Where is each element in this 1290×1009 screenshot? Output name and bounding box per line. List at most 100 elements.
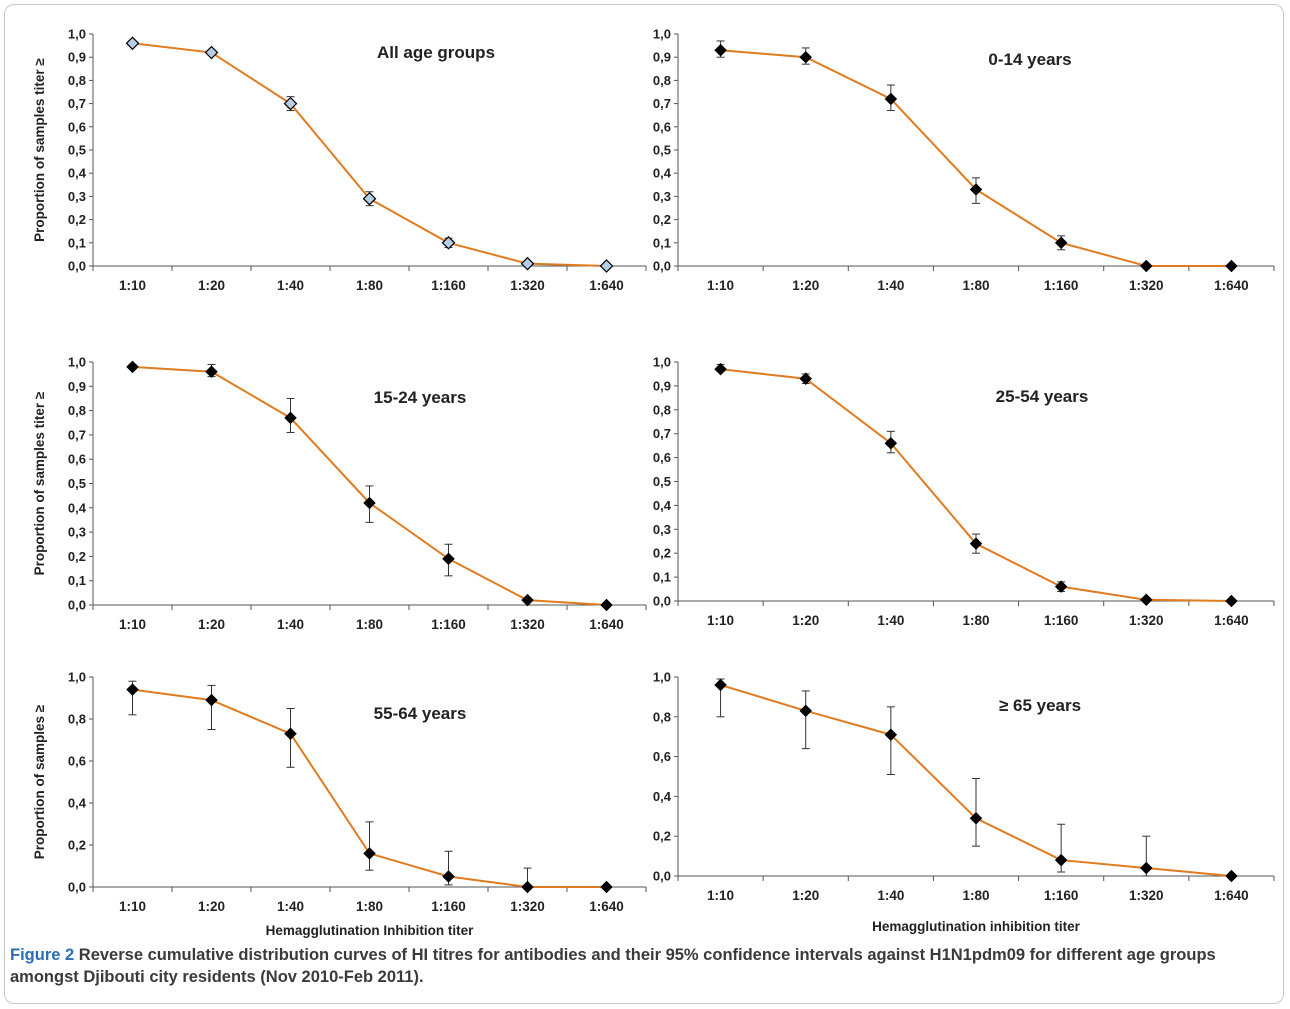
chart-panel: 0,0 0,1 0,2 0,3 0,4 0,5 0,6 0,7 0,8 0,9 1,0 1:10 1:2… xyxy=(653,355,1275,628)
x-tick-label: 1:640 xyxy=(1214,613,1249,628)
data-point-marker xyxy=(799,50,813,64)
data-point-marker xyxy=(1225,869,1238,883)
x-tick-label: 1:10 xyxy=(119,617,146,632)
data-point-marker xyxy=(363,847,376,860)
x-tick-label: 1:320 xyxy=(1129,888,1164,903)
y-tick-label: 0,6 xyxy=(68,452,86,467)
data-point-marker xyxy=(1139,259,1153,273)
x-tick-label: 1:10 xyxy=(119,278,146,293)
data-point-marker xyxy=(714,362,727,376)
x-axis-label: Hemagglutination inhibition titer xyxy=(872,919,1080,934)
chart-panel: 0,0 0,2 0,4 0,6 0,8 1,0 1:10 1:20 1:40 1:80 1:160 1… xyxy=(653,670,1275,934)
x-tick-label: 1:160 xyxy=(431,278,466,293)
chart-title: 25-54 years xyxy=(996,387,1089,406)
chart-panel: 0,0 0,1 0,2 0,3 0,4 0,5 0,6 0,7 0,8 0,9 1,0 1:10 1:2… xyxy=(32,27,647,293)
chart-title: 0-14 years xyxy=(988,50,1071,69)
y-tick-label: 0,3 xyxy=(68,525,86,540)
chart-panel: 0,0 0,2 0,4 0,6 0,8 1,0 1:10 1:20 1:40 1:80 1:160 1… xyxy=(32,670,647,938)
y-tick-label: 0,2 xyxy=(653,212,671,227)
data-point-marker xyxy=(600,598,613,612)
data-point-marker xyxy=(1139,593,1153,607)
data-point-marker xyxy=(884,92,898,106)
series-line xyxy=(720,368,1232,602)
data-point-marker xyxy=(969,537,983,550)
y-tick-label: 0,8 xyxy=(653,73,671,88)
y-tick-label: 0,3 xyxy=(68,189,86,204)
data-point-marker xyxy=(441,235,456,250)
data-point-marker xyxy=(521,880,534,894)
data-point-marker xyxy=(204,45,219,60)
x-tick-label: 1:10 xyxy=(707,613,734,628)
y-tick-label: 0,7 xyxy=(653,426,671,441)
y-tick-label: 0,2 xyxy=(68,838,86,853)
data-point-marker xyxy=(884,728,898,742)
data-point-marker xyxy=(125,36,140,51)
y-tick-label: 0,4 xyxy=(68,500,87,515)
y-tick-label: 0,1 xyxy=(68,573,86,588)
y-tick-label: 0,0 xyxy=(653,259,671,274)
y-axis-label: Proportion of samples titer ≥ xyxy=(32,58,47,242)
x-tick-label: 1:40 xyxy=(277,617,304,632)
x-tick-label: 1:10 xyxy=(707,278,734,293)
x-tick-label: 1:20 xyxy=(198,899,225,914)
x-tick-label: 1:320 xyxy=(510,899,545,914)
data-point-marker xyxy=(363,496,376,510)
data-point-marker xyxy=(126,683,139,696)
y-tick-label: 0,7 xyxy=(68,427,86,442)
y-tick-label: 0,1 xyxy=(653,235,671,250)
y-tick-label: 0,4 xyxy=(68,166,87,181)
error-bar xyxy=(801,690,810,750)
data-point-marker xyxy=(284,411,297,425)
y-tick-label: 0,6 xyxy=(68,754,86,769)
data-point-marker xyxy=(1225,594,1238,608)
y-tick-label: 0,9 xyxy=(653,378,671,393)
chart-title: 55-64 years xyxy=(374,704,467,723)
figure-label: Figure 2 xyxy=(10,946,75,964)
data-point-marker xyxy=(442,870,455,883)
data-point-marker xyxy=(205,365,218,379)
x-tick-label: 1:20 xyxy=(198,617,225,632)
chart-panel: 0,0 0,1 0,2 0,3 0,4 0,5 0,6 0,7 0,8 0,9 1,0 1:10 1:2… xyxy=(653,27,1275,293)
y-tick-label: 0,2 xyxy=(68,549,86,564)
y-tick-label: 0,1 xyxy=(653,570,671,585)
y-tick-label: 0,8 xyxy=(68,73,86,88)
figure-charts: 0,0 0,1 0,2 0,3 0,4 0,5 0,6 0,7 0,8 0,9 1,0 1:10 1:2… xyxy=(32,27,1275,938)
x-tick-label: 1:160 xyxy=(431,617,466,632)
y-tick-label: 1,0 xyxy=(653,670,671,685)
data-point-marker xyxy=(521,593,534,607)
figure-frame xyxy=(4,4,1284,1004)
x-tick-label: 1:640 xyxy=(1214,888,1249,903)
x-tick-label: 1:10 xyxy=(119,899,146,914)
data-point-marker xyxy=(714,678,727,692)
y-tick-label: 0,6 xyxy=(653,119,671,134)
x-tick-label: 1:320 xyxy=(510,278,545,293)
y-tick-label: 0,5 xyxy=(653,474,671,489)
x-tick-label: 1:160 xyxy=(431,899,466,914)
x-tick-label: 1:40 xyxy=(877,613,904,628)
y-tick-label: 0,2 xyxy=(68,212,86,227)
y-tick-label: 0,0 xyxy=(653,594,671,609)
error-bar xyxy=(207,684,216,730)
y-axis-label: Proportion of samples ≥ xyxy=(32,704,47,859)
y-tick-label: 1,0 xyxy=(653,355,671,370)
data-point-marker xyxy=(283,96,298,111)
y-tick-label: 0,4 xyxy=(653,789,672,804)
x-tick-label: 1:640 xyxy=(589,899,624,914)
x-tick-label: 1:320 xyxy=(510,617,545,632)
x-tick-label: 1:20 xyxy=(198,278,225,293)
data-point-marker xyxy=(442,552,455,566)
y-tick-label: 0,3 xyxy=(653,522,671,537)
x-tick-label: 1:320 xyxy=(1129,613,1164,628)
chart-title: ≥ 65 years xyxy=(999,696,1081,715)
x-tick-label: 1:80 xyxy=(356,617,383,632)
x-tick-label: 1:160 xyxy=(1044,278,1079,293)
x-tick-label: 1:20 xyxy=(792,613,819,628)
x-tick-label: 1:40 xyxy=(877,278,904,293)
data-point-marker xyxy=(126,360,139,374)
y-tick-label: 0,0 xyxy=(68,598,86,613)
y-tick-label: 0,2 xyxy=(653,546,671,561)
figure-caption: Figure 2 Reverse cumulative distribution… xyxy=(10,944,1278,988)
x-tick-label: 1:40 xyxy=(877,888,904,903)
chart-title: All age groups xyxy=(377,43,495,62)
y-tick-label: 0,7 xyxy=(653,96,671,111)
